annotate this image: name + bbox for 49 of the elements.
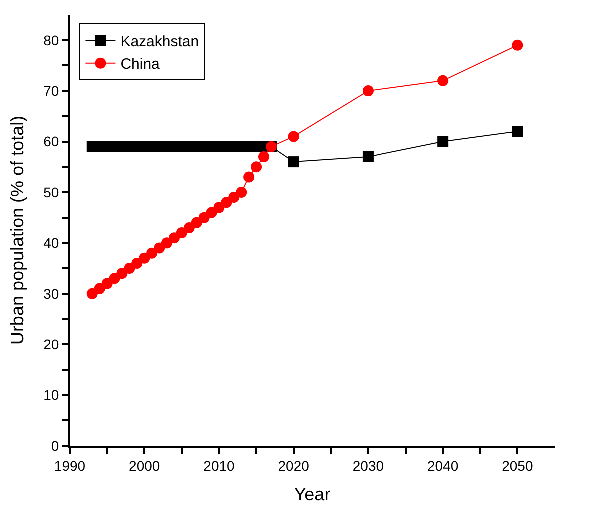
x-tick-label: 2010 (204, 458, 236, 474)
y-axis-title: Urban population (% of total) (7, 116, 28, 346)
x-tick-label: 2000 (129, 458, 160, 474)
point (228, 192, 240, 204)
point (191, 217, 202, 228)
x-tick-label: 2040 (428, 458, 459, 474)
point (288, 131, 300, 142)
point (146, 248, 158, 259)
point (512, 40, 524, 51)
point (221, 197, 232, 208)
y-tick-label: 20 (44, 336, 60, 352)
y-tick-label: 60 (44, 134, 60, 150)
point (512, 126, 524, 138)
x-tick-label: 2050 (502, 458, 534, 474)
legend-label: Kazakhstan (120, 34, 200, 51)
point (244, 172, 255, 183)
point (198, 212, 210, 224)
point (438, 75, 449, 86)
y-tick-label: 30 (44, 286, 60, 302)
y-tick-label: 80 (44, 32, 60, 48)
x-tick-label: 2020 (278, 458, 310, 474)
point (154, 242, 166, 254)
y-tick-label: 70 (44, 82, 60, 99)
x-tick-label: 2030 (352, 458, 384, 474)
point (236, 186, 248, 198)
point (214, 202, 225, 214)
y-tick-label: 40 (44, 235, 60, 252)
point (438, 136, 449, 148)
point (116, 268, 128, 280)
point (168, 232, 180, 244)
y-tick-label: 0 (51, 438, 60, 454)
point (251, 162, 262, 173)
point (124, 263, 136, 274)
point (132, 258, 143, 269)
point (362, 151, 374, 162)
point (94, 283, 106, 294)
legend-label: China (120, 56, 161, 74)
x-axis-title: Year (294, 484, 331, 504)
point (139, 252, 150, 264)
point (176, 228, 188, 239)
point (162, 238, 172, 249)
x-tick-label: 1990 (54, 458, 86, 474)
point (86, 288, 98, 300)
y-tick-label: 50 (44, 184, 60, 200)
point (184, 222, 195, 234)
point (288, 156, 300, 168)
y-tick-label: 10 (44, 387, 60, 404)
point (258, 151, 270, 162)
point (362, 86, 374, 97)
